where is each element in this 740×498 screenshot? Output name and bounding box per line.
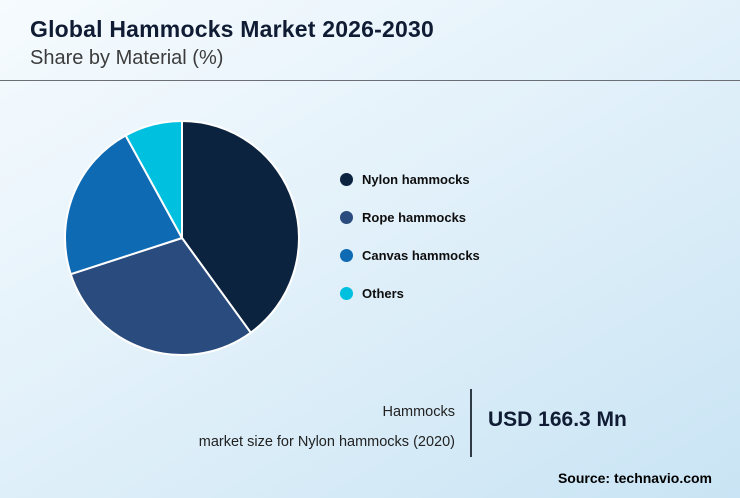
page-subtitle: Share by Material (%) [30, 47, 224, 69]
legend-item-canvas-hammocks: Canvas hammocks [340, 248, 480, 263]
legend-dot-others [340, 287, 353, 300]
legend-label-others: Others [362, 286, 404, 301]
pie-chart [60, 116, 304, 360]
header: Global Hammocks Market 2026-2030 Share b… [0, 0, 740, 70]
header-divider-line [0, 80, 740, 81]
source-attribution: Source: technavio.com [557, 470, 712, 486]
market-size-annotation: Hammocks market size for Nylon hammocks … [55, 397, 455, 457]
pie-slice-canvas-hammocks [64, 134, 183, 276]
legend-dot-rope-hammocks [340, 211, 353, 224]
legend-label-canvas-hammocks: Canvas hammocks [362, 248, 480, 263]
legend-item-nylon-hammocks: Nylon hammocks [340, 172, 480, 187]
chart-legend: Nylon hammocks Rope hammocks Canvas hammoc… [340, 172, 480, 324]
annotation-line-1: Hammocks [382, 404, 455, 420]
legend-dot-nylon-hammocks [340, 173, 353, 186]
pie-slice-rope-hammocks [69, 237, 252, 356]
pie-chart-svg [64, 120, 300, 356]
pie-slice-nylon-hammocks [181, 120, 300, 334]
market-size-value: USD 166.3 Mn [488, 408, 627, 431]
pie-slice-others [124, 120, 183, 239]
page-title: Global Hammocks Market 2026-2030 [30, 16, 434, 42]
legend-item-rope-hammocks: Rope hammocks [340, 210, 480, 225]
vertical-divider [470, 389, 472, 457]
legend-label-nylon-hammocks: Nylon hammocks [362, 172, 470, 187]
legend-dot-canvas-hammocks [340, 249, 353, 262]
legend-label-rope-hammocks: Rope hammocks [362, 210, 467, 225]
legend-item-others: Others [340, 286, 480, 301]
annotation-line-2: market size for Nylon hammocks (2020) [198, 434, 455, 450]
